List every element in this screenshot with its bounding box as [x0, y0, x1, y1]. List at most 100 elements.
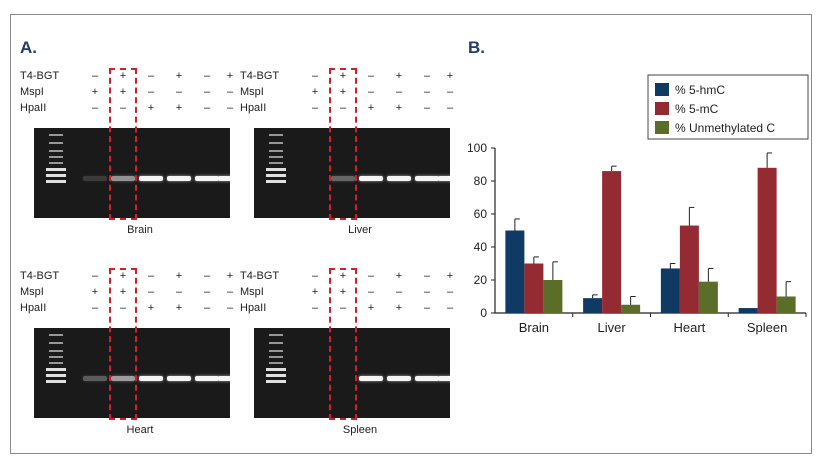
lane-sign: +: [395, 70, 403, 82]
lane-sign: –: [91, 70, 99, 82]
lane-sign: +: [226, 270, 234, 282]
row-label-hpaii: HpaII: [20, 302, 47, 314]
bar: [602, 171, 622, 313]
lane-sign: +: [311, 286, 319, 298]
lane-sign: –: [203, 86, 211, 98]
lane-sign: –: [91, 270, 99, 282]
ladder-band: [46, 374, 66, 377]
legend-swatch: [655, 83, 669, 96]
lane-sign: –: [339, 302, 347, 314]
dna-band: [387, 176, 411, 181]
x-tick-label: Heart: [673, 320, 705, 335]
tissue-label: Heart: [126, 424, 154, 436]
gel-image: [254, 328, 450, 418]
lane-sign: –: [423, 302, 431, 314]
lane-sign: –: [175, 286, 183, 298]
lane-sign: +: [91, 286, 99, 298]
ladder-band: [269, 356, 283, 358]
row-label-hpaii: HpaII: [240, 102, 267, 114]
ladder-band: [266, 168, 286, 171]
dna-band: [415, 176, 439, 181]
lane-sign: –: [367, 70, 375, 82]
lane-sign: –: [395, 286, 403, 298]
lane-sign: +: [147, 102, 155, 114]
ladder-band: [46, 174, 66, 177]
y-tick-label: 100: [467, 141, 487, 155]
dna-band: [359, 176, 383, 181]
lane-sign: +: [91, 86, 99, 98]
ladder-band: [49, 342, 63, 344]
lane-sign: –: [203, 270, 211, 282]
lane-sign: –: [147, 270, 155, 282]
dna-band: [438, 376, 450, 381]
dna-band: [415, 376, 439, 381]
dna-band: [218, 176, 230, 181]
lane-sign: –: [446, 302, 454, 314]
dna-band: [359, 376, 383, 381]
dna-band: [438, 176, 450, 181]
dna-band: [83, 176, 107, 181]
figure-frame: [10, 14, 812, 454]
lane-sign: +: [147, 302, 155, 314]
ladder-band: [269, 156, 283, 158]
ladder-band: [269, 150, 283, 152]
x-tick-label: Brain: [519, 320, 549, 335]
row-label-t4-bgt: T4-BGT: [20, 70, 60, 82]
legend-label: % Unmethylated C: [675, 121, 775, 135]
dna-band: [139, 376, 163, 381]
lane-sign: –: [226, 86, 234, 98]
dna-band: [195, 376, 219, 381]
lane-sign: –: [311, 102, 319, 114]
bar: [698, 281, 718, 313]
bar: [505, 230, 525, 313]
lane-sign: +: [175, 70, 183, 82]
lane-sign: –: [339, 102, 347, 114]
ladder-band: [266, 174, 286, 177]
ladder-band: [49, 356, 63, 358]
y-tick-label: 80: [474, 174, 488, 188]
lane-sign: +: [446, 70, 454, 82]
ladder-band: [49, 150, 63, 152]
legend-label: % 5-mC: [675, 102, 719, 116]
ladder-band: [269, 162, 283, 164]
lane-sign: +: [395, 102, 403, 114]
gel-image: [34, 328, 230, 418]
legend-label: % 5-hmC: [675, 83, 725, 97]
lane-sign: –: [311, 70, 319, 82]
panel-a-label: A.: [20, 38, 37, 57]
lane-sign: –: [446, 102, 454, 114]
lane-sign: +: [339, 70, 347, 82]
ladder-band: [49, 334, 63, 336]
lane-sign: –: [226, 286, 234, 298]
lane-sign: –: [147, 70, 155, 82]
lane-sign: –: [367, 270, 375, 282]
lane-sign: –: [147, 86, 155, 98]
lane-sign: –: [203, 102, 211, 114]
ladder-band: [49, 134, 63, 136]
tissue-label: Brain: [127, 224, 153, 236]
lane-sign: –: [119, 302, 127, 314]
y-tick-label: 20: [474, 273, 488, 287]
lane-sign: –: [423, 102, 431, 114]
lane-sign: –: [367, 86, 375, 98]
lane-sign: –: [203, 70, 211, 82]
dna-band: [331, 176, 355, 181]
ladder-band: [269, 362, 283, 364]
lane-sign: –: [367, 286, 375, 298]
legend-swatch: [655, 102, 669, 115]
lane-sign: –: [311, 270, 319, 282]
y-tick-label: 40: [474, 240, 488, 254]
lane-sign: –: [423, 270, 431, 282]
legend-swatch: [655, 121, 669, 134]
lane-sign: –: [226, 302, 234, 314]
lane-sign: +: [395, 302, 403, 314]
dna-band: [195, 176, 219, 181]
ladder-band: [269, 342, 283, 344]
row-label-t4-bgt: T4-BGT: [240, 270, 280, 282]
lane-sign: –: [147, 286, 155, 298]
row-label-mspi: MspI: [20, 86, 44, 98]
ladder-band: [269, 334, 283, 336]
y-tick-label: 60: [474, 207, 488, 221]
dna-band: [139, 176, 163, 181]
x-tick-label: Liver: [598, 320, 627, 335]
